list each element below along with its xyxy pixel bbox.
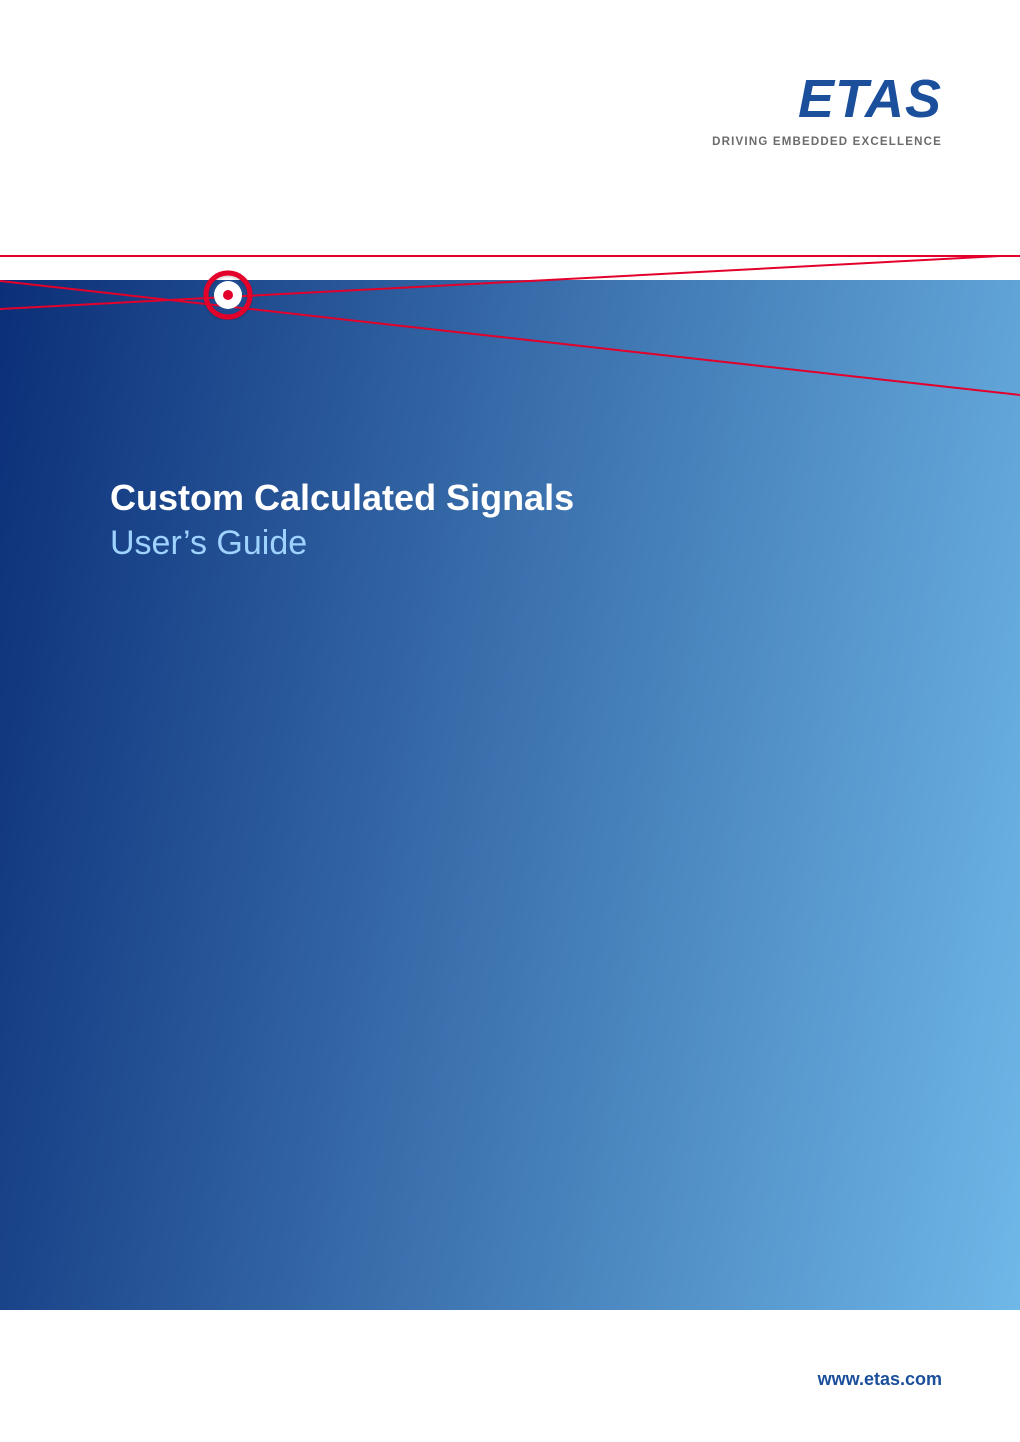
cover-title-block: Custom Calculated Signals User’s Guide: [110, 475, 574, 565]
accent-horizontal-rule: [0, 255, 1020, 257]
accent-bullseye-icon: [203, 270, 253, 320]
brand-logo-block: ETAS DRIVING EMBEDDED EXCELLENCE: [712, 68, 942, 148]
cover-gradient-bg: [0, 280, 1020, 1310]
cover-panel: [0, 280, 1020, 1310]
brand-tagline: DRIVING EMBEDDED EXCELLENCE: [712, 136, 942, 148]
cover-title: Custom Calculated Signals: [110, 475, 574, 520]
document-cover-page: ETAS DRIVING EMBEDDED EXCELLENCE Custom …: [0, 0, 1020, 1442]
brand-logo-text: ETAS: [712, 68, 942, 130]
footer-url: www.etas.com: [818, 1369, 942, 1390]
bullseye-center-dot: [223, 290, 233, 300]
cover-subtitle: User’s Guide: [110, 522, 574, 565]
